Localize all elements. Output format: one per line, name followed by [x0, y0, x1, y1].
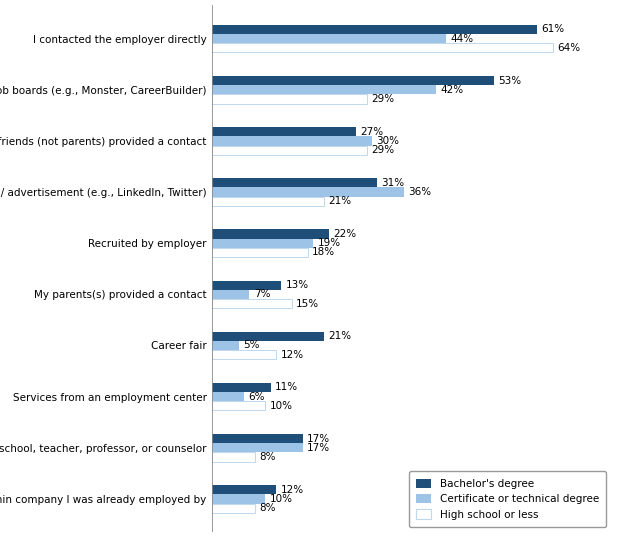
- Bar: [212, 503, 255, 513]
- Text: 10%: 10%: [270, 401, 293, 411]
- Text: 64%: 64%: [557, 43, 580, 53]
- Text: 36%: 36%: [408, 187, 431, 197]
- Bar: [212, 229, 329, 238]
- Text: 11%: 11%: [275, 382, 298, 393]
- Text: 29%: 29%: [371, 145, 394, 155]
- Text: 17%: 17%: [307, 443, 330, 453]
- Bar: [212, 34, 446, 43]
- Bar: [212, 85, 436, 94]
- Bar: [212, 350, 276, 359]
- Text: 27%: 27%: [360, 127, 383, 137]
- Bar: [212, 485, 276, 494]
- Text: 6%: 6%: [248, 392, 265, 402]
- Text: 21%: 21%: [328, 331, 351, 342]
- Text: 21%: 21%: [328, 196, 351, 206]
- Bar: [212, 238, 313, 248]
- Bar: [212, 187, 404, 197]
- Text: 31%: 31%: [381, 178, 404, 188]
- Bar: [212, 43, 553, 53]
- Text: 30%: 30%: [376, 136, 399, 146]
- Bar: [212, 434, 303, 443]
- Bar: [212, 494, 265, 503]
- Text: 29%: 29%: [371, 94, 394, 104]
- Text: 10%: 10%: [270, 494, 293, 504]
- Text: 17%: 17%: [307, 433, 330, 444]
- Text: 44%: 44%: [451, 34, 474, 43]
- Text: 61%: 61%: [541, 24, 564, 34]
- Bar: [212, 401, 265, 411]
- Bar: [212, 383, 271, 392]
- Text: 22%: 22%: [334, 229, 357, 239]
- Text: 42%: 42%: [440, 85, 463, 95]
- Text: 18%: 18%: [312, 248, 335, 257]
- Legend: Bachelor's degree, Certificate or technical degree, High school or less: Bachelor's degree, Certificate or techni…: [409, 471, 607, 527]
- Text: 19%: 19%: [318, 238, 341, 248]
- Bar: [212, 281, 281, 290]
- Text: 53%: 53%: [499, 75, 522, 86]
- Bar: [212, 452, 255, 462]
- Text: 8%: 8%: [259, 503, 276, 513]
- Text: 12%: 12%: [280, 485, 303, 495]
- Bar: [212, 146, 366, 155]
- Bar: [212, 76, 494, 85]
- Bar: [212, 299, 292, 308]
- Bar: [212, 341, 239, 350]
- Bar: [212, 248, 308, 257]
- Bar: [212, 136, 372, 146]
- Bar: [212, 25, 537, 34]
- Bar: [212, 127, 356, 136]
- Text: 8%: 8%: [259, 452, 276, 462]
- Text: 5%: 5%: [243, 340, 260, 350]
- Bar: [212, 197, 324, 206]
- Bar: [212, 94, 366, 104]
- Bar: [212, 392, 244, 401]
- Text: 7%: 7%: [254, 289, 270, 299]
- Bar: [212, 178, 378, 187]
- Text: 12%: 12%: [280, 350, 303, 359]
- Bar: [212, 332, 324, 341]
- Text: 15%: 15%: [296, 299, 319, 308]
- Text: 13%: 13%: [286, 280, 309, 290]
- Bar: [212, 443, 303, 452]
- Bar: [212, 290, 250, 299]
